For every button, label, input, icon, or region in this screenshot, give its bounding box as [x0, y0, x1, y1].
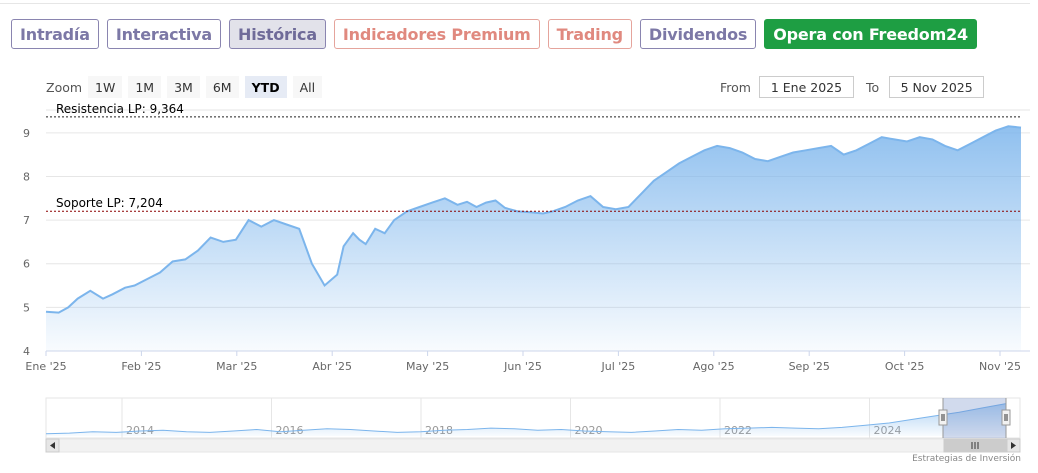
navigator-selection[interactable]	[943, 398, 1006, 438]
arrow-left-icon	[50, 442, 55, 449]
tab-7[interactable]: Opera con Freedom24	[764, 19, 977, 49]
x-tick-label: Ene '25	[25, 360, 66, 373]
price-line	[45, 125, 1022, 314]
to-label: To	[865, 79, 880, 95]
x-tick-label: May '25	[406, 360, 449, 373]
navigator-area	[46, 403, 1006, 436]
top-divider	[0, 3, 1030, 4]
level-label: Resistencia LP: 9,364	[56, 102, 184, 116]
scrollbar-thumb[interactable]	[943, 438, 1007, 453]
x-tick-label: Jun '25	[503, 360, 542, 373]
navigator-handle-right[interactable]	[1001, 409, 1011, 426]
navigator-year-label: 2024	[874, 424, 902, 437]
navigator-frame	[45, 397, 1021, 439]
chart-type-tabs: Intradía Interactiva Histórica Indicadores …	[11, 19, 977, 49]
price-area	[46, 126, 1021, 351]
tab-6[interactable]: Dividendos	[639, 19, 757, 49]
zoom-button-1m[interactable]: 1M	[128, 76, 162, 98]
x-axis-labels: Ene '25 Feb '25 Mar '25 Abr '25 May '25 Jun '…	[25, 351, 1021, 373]
x-tick-label: Mar '25	[216, 360, 257, 373]
chart-credit: Estrategias de Inversión	[912, 454, 1021, 464]
zoom-button-3m[interactable]: 3M	[167, 76, 200, 98]
navigator-year-label: 2016	[276, 424, 304, 437]
scrollbar[interactable]	[45, 438, 1021, 453]
x-tick-label: Nov '25	[979, 360, 1021, 373]
navigator-year-label: 2018	[425, 424, 453, 437]
y-grid	[46, 132, 1030, 352]
tab-1[interactable]: Intradía	[11, 19, 99, 49]
y-tick-label: 5	[23, 301, 30, 314]
x-tick-label: Sep '25	[789, 360, 830, 373]
navigator-handle-left[interactable]	[938, 409, 948, 426]
navigator-year-grid: 2014 2016 2018 2020 2022 2024	[121, 398, 902, 438]
zoom-button-1w[interactable]: 1W	[88, 76, 123, 98]
from-label: From	[720, 79, 751, 95]
y-tick-label: 9	[23, 127, 30, 140]
tab-2[interactable]: Interactiva	[106, 19, 222, 49]
navigator-year-label: 2022	[724, 424, 752, 437]
y-tick-label: 7	[23, 214, 30, 227]
tab-5[interactable]: Trading	[547, 19, 632, 49]
tab-4[interactable]: Indicadores Premium	[333, 19, 540, 49]
to-date-input[interactable]	[889, 76, 985, 98]
scrollbar-track[interactable]	[45, 438, 1021, 453]
navigator-year-label: 2020	[575, 424, 603, 437]
zoom-button-ytd[interactable]: YTD	[244, 76, 287, 98]
x-tick-label: Oct '25	[885, 360, 925, 373]
y-axis-labels: 4 5 6 7 8 9	[23, 127, 30, 358]
navigator[interactable]: 2014 2016 2018 2020 2022 2024	[45, 397, 1021, 439]
from-date-input[interactable]	[758, 76, 854, 98]
zoom-button-all[interactable]: All	[292, 76, 323, 98]
arrow-right-icon	[1011, 442, 1016, 449]
zoom-label: Zoom	[46, 79, 83, 95]
x-tick-label: Abr '25	[312, 360, 352, 373]
x-tick-label: Jul '25	[601, 360, 636, 373]
navigator-year-label: 2014	[126, 424, 154, 437]
x-tick-label: Ago '25	[693, 360, 735, 373]
y-tick-label: 8	[23, 170, 30, 183]
y-tick-label: 4	[23, 345, 30, 358]
zoom-button-6m[interactable]: 6M	[205, 76, 239, 98]
zoom-controls: Zoom 1W 1M 3M 6M YTD All	[46, 76, 328, 98]
date-range: From To	[720, 76, 985, 98]
x-tick-label: Feb '25	[121, 360, 161, 373]
navigator-line	[45, 403, 1007, 435]
support-resistance-lines: Resistencia LP: 9,364 Soporte LP: 7,204	[46, 102, 1021, 212]
scroll-right-button[interactable]	[1006, 438, 1021, 453]
level-label: Soporte LP: 7,204	[56, 196, 163, 210]
scroll-left-button[interactable]	[45, 438, 60, 453]
y-tick-label: 6	[23, 258, 30, 271]
tab-3[interactable]: Histórica	[229, 19, 326, 49]
